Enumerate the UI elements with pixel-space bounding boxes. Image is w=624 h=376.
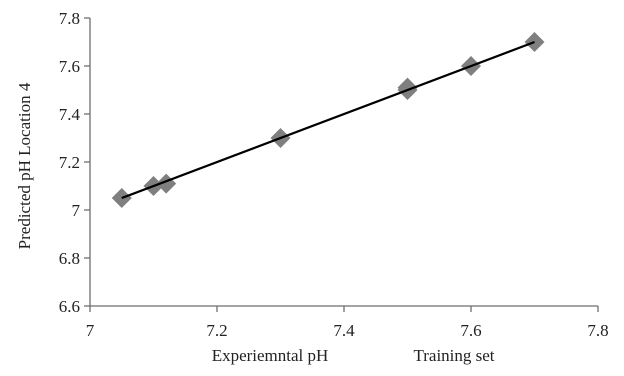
y-tick-label: 7.4 [59, 105, 81, 124]
x-axis-title: Experiemntal pH [212, 346, 329, 365]
x-tick-label: 7.4 [333, 321, 355, 340]
y-tick-label: 6.6 [59, 297, 80, 316]
x-tick-label: 7 [86, 321, 95, 340]
axes [89, 18, 598, 307]
y-axis-title: Predicted pH Location 4 [15, 82, 34, 249]
y-tick-label: 7.8 [59, 9, 80, 28]
plot-area [111, 32, 545, 208]
y-tick-label: 7.2 [59, 153, 80, 172]
x-tick-label: 7.8 [587, 321, 608, 340]
training-set-annotation: Training set [413, 346, 494, 365]
y-tick-label: 6.8 [59, 249, 80, 268]
y-tick-label: 7.6 [59, 57, 80, 76]
x-tick-label: 7.6 [460, 321, 481, 340]
x-tick-label: 7.2 [206, 321, 227, 340]
y-tick-label: 7 [72, 201, 81, 220]
trendline [121, 40, 535, 200]
y-axis-ticks: 6.6 6.8 7 7.2 7.4 7.6 7.8 [59, 9, 90, 316]
x-axis-ticks: 7 7.2 7.4 7.6 7.8 [86, 306, 609, 340]
